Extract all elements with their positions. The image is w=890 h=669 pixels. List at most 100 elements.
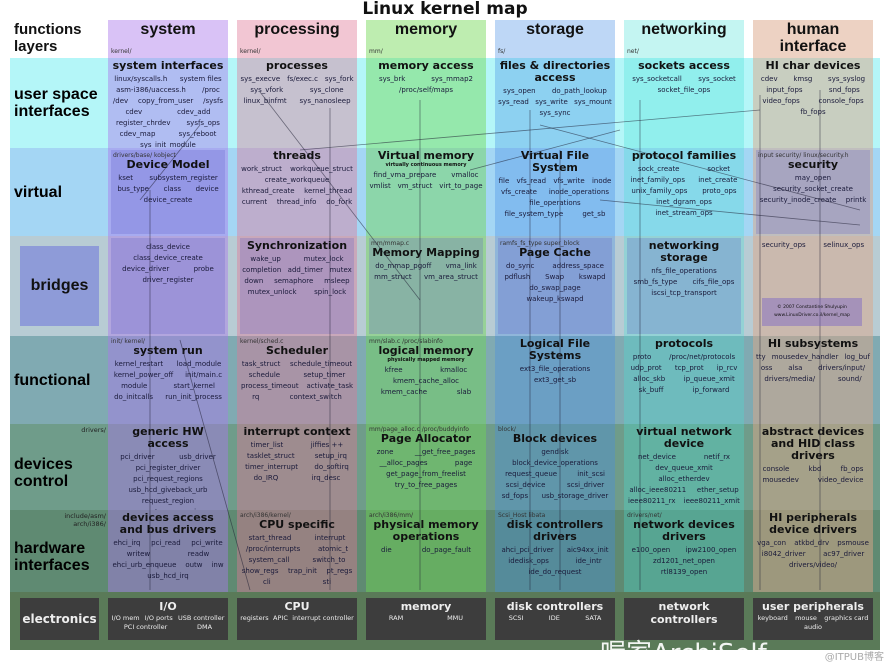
- kernel-symbol[interactable]: wake_up: [250, 255, 281, 263]
- kernel-symbol[interactable]: sys_socket: [698, 75, 736, 83]
- kernel-symbol[interactable]: inet_family_ops: [630, 176, 686, 184]
- kernel-symbol[interactable]: run_init_process: [165, 393, 222, 401]
- kernel-symbol[interactable]: sysfs_ops: [186, 119, 220, 127]
- kernel-symbol[interactable]: sd_fops: [501, 492, 529, 500]
- kernel-symbol[interactable]: subsystem_register: [149, 174, 218, 182]
- kernel-symbol[interactable]: sys_brk: [378, 75, 406, 83]
- kernel-symbol[interactable]: vfs_create: [500, 188, 537, 196]
- kernel-symbol[interactable]: nfs_file_operations: [651, 267, 717, 275]
- kernel-symbol[interactable]: system files: [179, 75, 222, 83]
- kernel-symbol[interactable]: usb_storage_driver: [541, 492, 609, 500]
- kernel-symbol[interactable]: probe: [193, 265, 214, 273]
- kernel-symbol[interactable]: irq_desc: [311, 474, 341, 482]
- kernel-symbol[interactable]: do_fork: [326, 198, 353, 206]
- kernel-symbol[interactable]: schedule: [248, 371, 281, 379]
- kernel-symbol[interactable]: zone: [376, 448, 394, 456]
- kernel-symbol[interactable]: may_open: [794, 174, 832, 182]
- kernel-symbol[interactable]: virt_to_page: [439, 182, 483, 190]
- kernel-symbol[interactable]: fb_fops: [800, 108, 826, 116]
- kernel-symbol[interactable]: mousedev_handler: [771, 353, 839, 361]
- kernel-symbol[interactable]: inet_create: [698, 176, 738, 184]
- kernel-symbol[interactable]: udp_prot: [630, 364, 662, 372]
- kernel-symbol[interactable]: sys_fork: [324, 75, 354, 83]
- kernel-symbol[interactable]: vfs_read: [516, 177, 547, 185]
- kernel-symbol[interactable]: msleep: [324, 277, 350, 285]
- copyright-url[interactable]: www.LinuxDriver.co.il/kernel_map: [774, 313, 850, 318]
- kernel-symbol[interactable]: usb_driver: [179, 453, 216, 461]
- kernel-symbol[interactable]: __get_free_pages: [414, 448, 476, 456]
- kernel-symbol[interactable]: linux/syscalls.h: [114, 75, 168, 83]
- kernel-symbol[interactable]: pci_read: [151, 539, 181, 547]
- kernel-symbol[interactable]: inode: [591, 177, 612, 185]
- kernel-symbol[interactable]: sys_reboot: [178, 130, 217, 138]
- kernel-symbol[interactable]: tasklet_struct: [247, 452, 295, 460]
- kernel-symbol[interactable]: down: [244, 277, 264, 285]
- kernel-symbol[interactable]: module: [121, 382, 148, 390]
- kernel-symbol[interactable]: copy_from_user: [138, 97, 194, 105]
- kernel-symbol[interactable]: get_sb: [582, 210, 606, 218]
- kernel-symbol[interactable]: sys_nanosleep: [299, 97, 351, 105]
- kernel-symbol[interactable]: inet_dgram_ops: [656, 198, 712, 206]
- kernel-symbol[interactable]: ide_do_request: [528, 568, 582, 576]
- kernel-symbol[interactable]: tcp_prot: [674, 364, 704, 372]
- kernel-symbol[interactable]: do_swap_page: [529, 284, 581, 292]
- kernel-symbol[interactable]: pci_driver: [120, 453, 155, 461]
- kernel-symbol[interactable]: do_mmap_pgoff: [375, 262, 432, 270]
- kernel-symbol[interactable]: sys_syslog: [828, 75, 866, 83]
- kernel-symbol[interactable]: kbd: [808, 465, 822, 473]
- kernel-symbol[interactable]: drivers/input/: [818, 364, 866, 372]
- kernel-symbol[interactable]: find_vma_prepare: [373, 171, 437, 179]
- kernel-symbol[interactable]: work_struct: [241, 165, 282, 173]
- kernel-symbol[interactable]: cdev_add: [177, 108, 211, 116]
- kernel-symbol[interactable]: sys_read: [498, 98, 529, 106]
- kernel-symbol[interactable]: register_chrdev: [116, 119, 171, 127]
- kernel-symbol[interactable]: /proc/self/maps: [399, 86, 453, 94]
- kernel-symbol[interactable]: ac97_driver: [823, 550, 865, 558]
- kernel-symbol[interactable]: kernel_thread: [304, 187, 353, 195]
- kernel-symbol[interactable]: kernel_restart: [114, 360, 164, 368]
- kernel-symbol[interactable]: request_queue: [505, 470, 558, 478]
- kernel-symbol[interactable]: sys_mmap2: [431, 75, 473, 83]
- kernel-symbol[interactable]: socket: [707, 165, 731, 173]
- kernel-symbol[interactable]: sys_sync: [539, 109, 571, 117]
- kernel-symbol[interactable]: try_to_free_pages: [394, 481, 458, 489]
- kernel-symbol[interactable]: vga_con: [757, 539, 787, 547]
- kernel-symbol[interactable]: sys_clone: [309, 86, 344, 94]
- kernel-symbol[interactable]: cli: [262, 578, 271, 586]
- kernel-symbol[interactable]: cifs_file_ops: [692, 278, 735, 286]
- kernel-symbol[interactable]: usb_hcd_giveback_urb: [128, 486, 208, 494]
- kernel-symbol[interactable]: aic94xx_init: [566, 546, 609, 554]
- kernel-symbol[interactable]: do_sync: [506, 262, 535, 270]
- kernel-symbol[interactable]: file_operations: [529, 199, 581, 207]
- kernel-symbol[interactable]: /proc/interrupts: [245, 545, 301, 553]
- kernel-symbol[interactable]: kmsg: [793, 75, 813, 83]
- kernel-symbol[interactable]: jiffies ++: [310, 441, 344, 449]
- kernel-symbol[interactable]: security_ops: [761, 241, 806, 249]
- kernel-symbol[interactable]: address_space: [552, 262, 604, 270]
- kernel-symbol[interactable]: mutex_lock: [303, 255, 344, 263]
- kernel-symbol[interactable]: drivers/video/: [788, 561, 838, 569]
- kernel-symbol[interactable]: ehci_irq: [113, 539, 141, 547]
- kernel-symbol[interactable]: ipw2100_open: [685, 546, 737, 554]
- kernel-symbol[interactable]: alloc_ieee80211: [629, 486, 687, 494]
- kernel-symbol[interactable]: pdflush: [504, 273, 531, 281]
- kernel-symbol[interactable]: sys_vfork: [250, 86, 284, 94]
- kernel-symbol[interactable]: alloc_skb: [633, 375, 666, 383]
- kernel-symbol[interactable]: setup_irq: [314, 452, 347, 460]
- kernel-symbol[interactable]: driver_register: [142, 276, 194, 284]
- kernel-symbol[interactable]: task_struct: [241, 360, 281, 368]
- kernel-symbol[interactable]: atkbd_drv: [794, 539, 830, 547]
- kernel-symbol[interactable]: vmalloc: [451, 171, 479, 179]
- kernel-symbol[interactable]: net_device: [637, 453, 676, 461]
- kernel-symbol[interactable]: ahci_pci_driver: [501, 546, 554, 554]
- kernel-symbol[interactable]: socket_file_ops: [657, 86, 711, 94]
- kernel-symbol[interactable]: pci_register_driver: [135, 464, 201, 472]
- kernel-symbol[interactable]: ether_setup: [696, 486, 739, 494]
- kernel-symbol[interactable]: sys_open: [503, 87, 536, 95]
- kernel-symbol[interactable]: mm_struct: [374, 273, 412, 281]
- kernel-symbol[interactable]: mousedev: [762, 476, 799, 484]
- kernel-symbol[interactable]: start_kernel: [173, 382, 215, 390]
- kernel-symbol[interactable]: /proc: [202, 86, 220, 94]
- kernel-symbol[interactable]: video_device: [817, 476, 864, 484]
- kernel-symbol[interactable]: switch_to: [312, 556, 346, 564]
